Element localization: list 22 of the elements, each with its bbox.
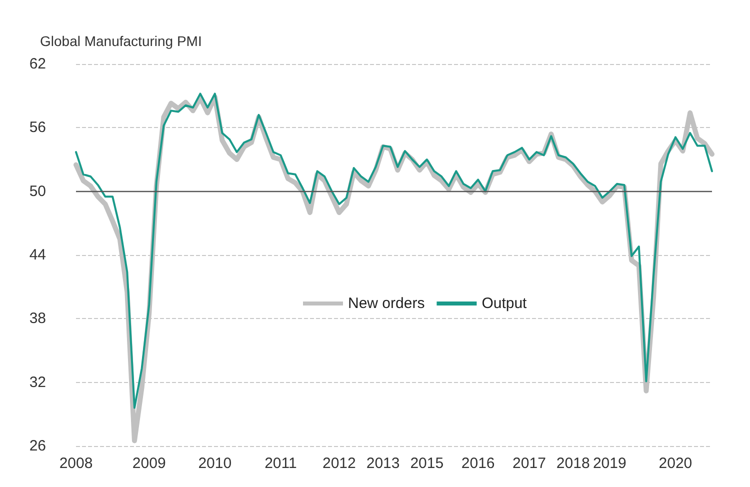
x-tick-label: 2020 <box>658 455 692 472</box>
legend-label: Output <box>482 295 528 312</box>
x-tick-label: 2016 <box>461 455 495 472</box>
y-tick-label: 38 <box>29 310 46 328</box>
y-tick-label: 26 <box>29 438 46 454</box>
x-tick-label: 2009 <box>132 455 166 472</box>
x-tick-label: 2008 <box>59 455 93 472</box>
y-tick-label: 44 <box>29 246 46 264</box>
y-tick-label: 32 <box>29 374 46 391</box>
x-tick-label: 2012 <box>322 455 356 472</box>
y-axis-title: Global Manufacturing PMI <box>40 33 202 49</box>
y-tick-label: 62 <box>29 56 46 72</box>
x-tick-label: 2013 <box>366 455 400 472</box>
x-tick-label: 2018 <box>556 455 590 472</box>
x-tick-label: 2017 <box>512 455 546 472</box>
y-tick-label: 56 <box>29 119 46 136</box>
x-tick-label: 2015 <box>410 455 444 472</box>
x-tick-label: 2011 <box>264 455 297 472</box>
x-tick-label: 2010 <box>198 455 232 472</box>
y-tick-label: 50 <box>29 182 46 200</box>
x-tick-label: 2019 <box>592 455 626 472</box>
legend-label: New orders <box>348 295 425 312</box>
